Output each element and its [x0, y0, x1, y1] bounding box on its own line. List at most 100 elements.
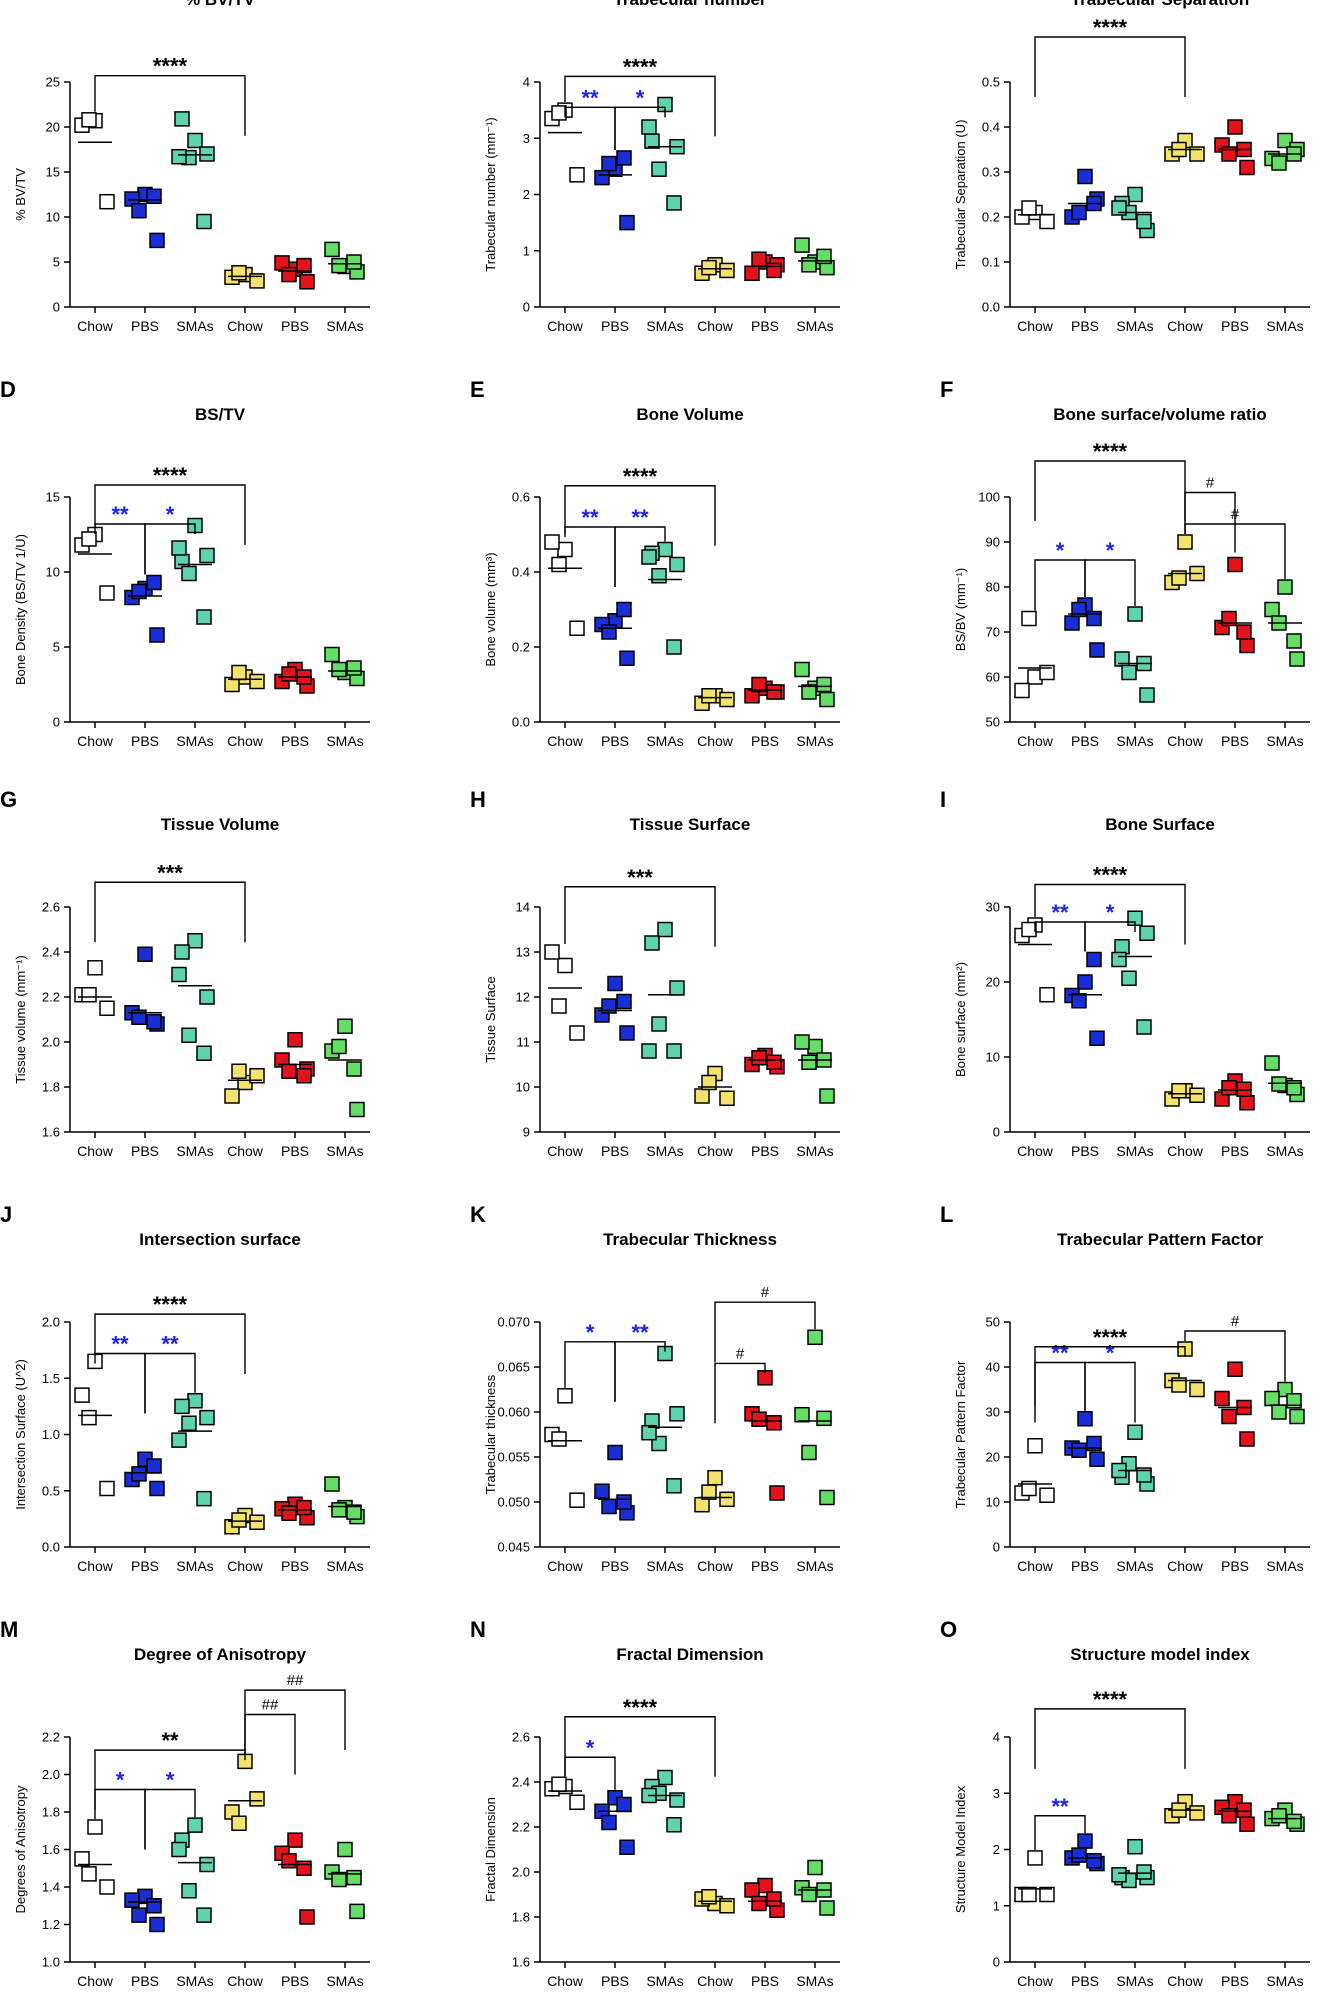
y-tick-label: 0.3 [982, 165, 1000, 180]
data-point [146, 188, 162, 205]
x-tick-label: Chow [1167, 1143, 1204, 1159]
y-tick-label: 1.6 [42, 1125, 60, 1140]
data-point [766, 262, 782, 279]
x-tick-label: SMAs [796, 1143, 833, 1159]
data-point [1271, 1808, 1287, 1824]
panel-letter: H [470, 787, 486, 812]
panel-title: Tissue Volume [161, 815, 279, 834]
panel-title: Trabecular Separation [1071, 0, 1250, 9]
data-point [74, 1851, 90, 1867]
y-axis-label: BS/BV (mm⁻¹) [953, 568, 968, 651]
y-axis-label: Bone surface (mm²) [953, 962, 968, 1077]
x-tick-label: PBS [1221, 1973, 1249, 1989]
data-point [146, 1898, 162, 1914]
panel-letter: D [0, 377, 16, 402]
data-point [1086, 951, 1102, 968]
x-tick-label: PBS [1071, 318, 1099, 334]
data-point [346, 1869, 362, 1886]
data-point [146, 574, 162, 591]
data-point [666, 1043, 682, 1059]
significance-bracket [564, 75, 716, 137]
y-tick-label: 13 [516, 945, 530, 960]
x-tick-label: Chow [77, 733, 114, 749]
data-point [199, 547, 215, 564]
y-tick-label: 2.4 [42, 945, 60, 960]
x-tick-label: PBS [1221, 1558, 1249, 1574]
data-point [1136, 1864, 1152, 1880]
y-tick-label: 0.2 [982, 210, 1000, 225]
data-point [551, 105, 567, 121]
panel-title: Intersection surface [139, 1230, 301, 1249]
data-point [719, 691, 735, 708]
data-point [1136, 1467, 1152, 1483]
y-tick-label: 0 [993, 1540, 1000, 1555]
significance-marker: * [116, 1768, 125, 1793]
x-tick-label: Chow [1167, 733, 1204, 749]
data-point [1039, 1886, 1055, 1903]
y-tick-label: 3 [993, 1786, 1000, 1801]
x-tick-label: Chow [697, 1558, 734, 1574]
panel-letter: L [940, 1202, 953, 1227]
x-tick-label: Chow [1017, 733, 1054, 749]
y-tick-label: 1 [523, 243, 530, 258]
panel-title: Bone Volume [636, 405, 743, 424]
significance-marker: ** [1051, 1794, 1069, 1819]
data-point [701, 688, 717, 704]
panel-letter: M [0, 1617, 18, 1642]
y-tick-label: 0.5 [982, 75, 1000, 90]
y-tick-label: 90 [986, 535, 1000, 550]
data-point [1136, 1019, 1152, 1035]
y-tick-label: 2.4 [512, 1775, 530, 1790]
data-point [1111, 951, 1127, 968]
data-point [337, 1841, 353, 1858]
significance-marker: *** [157, 860, 183, 885]
data-point [1127, 606, 1143, 622]
data-point [616, 1494, 632, 1510]
data-point [281, 1853, 297, 1869]
x-tick-label: SMAs [646, 1973, 683, 1989]
x-tick-label: PBS [281, 1143, 309, 1159]
data-point [231, 1815, 247, 1831]
data-point [807, 1038, 823, 1055]
data-point [1039, 987, 1055, 1003]
x-tick-label: SMAs [326, 1143, 363, 1159]
y-tick-label: 1.6 [512, 1955, 530, 1970]
panel-letter: I [940, 787, 946, 812]
data-point [569, 167, 585, 183]
data-point [801, 1054, 817, 1070]
significance-bracket [564, 886, 716, 947]
y-axis-label: Trabecular number (mm⁻¹) [483, 117, 498, 271]
data-point [807, 1329, 823, 1346]
x-tick-label: SMAs [326, 1558, 363, 1574]
data-point [616, 993, 632, 1010]
panel-o: O Structure model index 0 1 2 3 4 Structure Mod… [940, 1617, 1310, 1989]
data-point [1221, 610, 1237, 627]
significance-marker: * [1106, 900, 1115, 925]
data-point [81, 112, 97, 128]
y-tick-label: 1.6 [42, 1842, 60, 1857]
x-tick-label: PBS [131, 1143, 159, 1159]
significance-marker: **** [153, 54, 188, 79]
data-point [751, 676, 767, 693]
y-axis-label: Tissue Surface [483, 976, 498, 1062]
data-point [701, 259, 717, 276]
data-point [99, 1480, 115, 1497]
data-point [1227, 1361, 1243, 1377]
data-point [81, 987, 97, 1003]
data-point [619, 650, 635, 666]
x-tick-label: Chow [1017, 1973, 1054, 1989]
data-point [551, 556, 567, 573]
significance-bracket [1034, 883, 1186, 945]
y-axis-label: Degrees of Anisotropy [13, 1785, 28, 1913]
data-point [187, 933, 203, 949]
significance-marker: ## [262, 1697, 279, 1714]
x-tick-label: Chow [1167, 1558, 1204, 1574]
y-tick-label: 0.0 [42, 1540, 60, 1555]
data-point [757, 1877, 773, 1894]
data-point [181, 565, 197, 582]
data-point [131, 583, 147, 600]
y-tick-label: 0.045 [497, 1540, 530, 1555]
significance-marker: ** [1051, 900, 1069, 925]
significance-marker: ** [631, 505, 649, 530]
x-tick-label: SMAs [1116, 1973, 1153, 1989]
